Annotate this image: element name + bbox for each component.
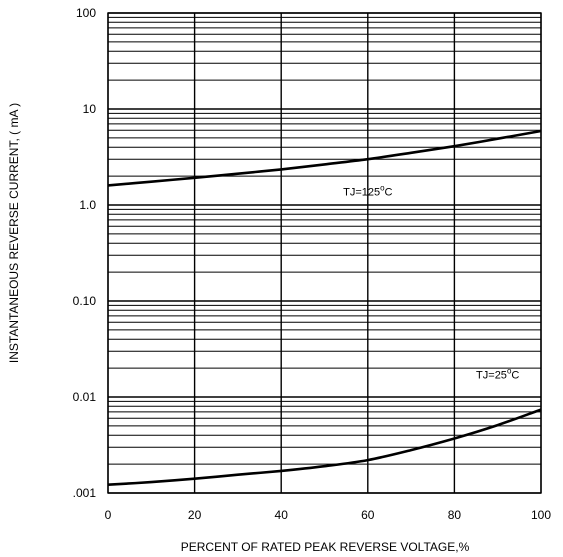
- y-axis-label: INSTANTANEOUS REVERSE CURRENT, ( mA ): [7, 103, 21, 363]
- y-tick-label: 0.10: [73, 294, 97, 308]
- plot-frame: [107, 12, 542, 494]
- x-tick-label: 40: [275, 508, 289, 522]
- series-layer: [107, 129, 542, 486]
- y-tick-label: 1.0: [79, 198, 96, 212]
- series-label-0: TJ=125oC: [343, 184, 392, 199]
- x-tick-label: 0: [105, 508, 112, 522]
- x-tick-label: 20: [188, 508, 202, 522]
- x-tick-labels: 0 20 40 60 80 100: [105, 508, 552, 522]
- series-labels: TJ=125oC TJ=25oC: [343, 184, 519, 382]
- x-tick-label: 100: [531, 508, 551, 522]
- y-tick-label: 100: [76, 6, 96, 20]
- x-axis-label: PERCENT OF RATED PEAK REVERSE VOLTAGE,%: [181, 540, 470, 554]
- y-tick-label: 0.01: [73, 390, 97, 404]
- major-gridlines: [107, 12, 542, 494]
- series-line-0: [107, 129, 542, 187]
- y-tick-label: .001: [73, 486, 97, 500]
- y-tick-label: 10: [83, 102, 97, 116]
- series-line-1: [107, 408, 542, 486]
- series-label-1: TJ=25oC: [476, 367, 519, 382]
- x-tick-label: 80: [448, 508, 462, 522]
- y-tick-labels: 100 10 1.0 0.10 0.01 .001: [73, 6, 97, 500]
- minor-gridlines: [108, 16, 541, 465]
- x-tick-label: 60: [361, 508, 375, 522]
